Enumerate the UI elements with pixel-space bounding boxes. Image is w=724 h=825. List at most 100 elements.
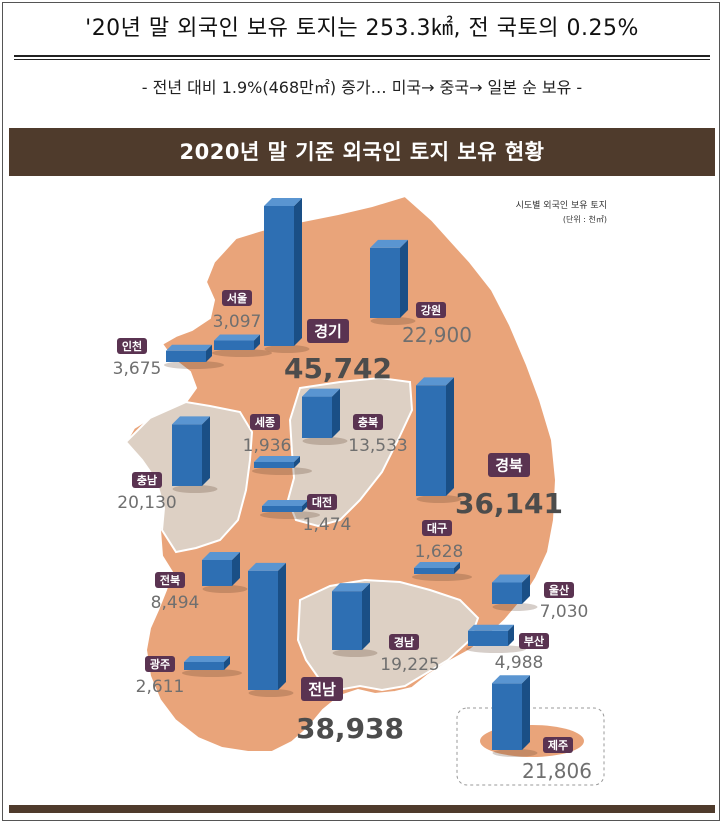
region-label-box <box>544 582 574 598</box>
region-name-강원: 강원 <box>421 303 441 317</box>
bar-shadow <box>302 437 348 445</box>
bar-top-제주 <box>492 675 530 684</box>
bar-front-세종 <box>254 462 294 468</box>
bar-side-전북 <box>232 552 240 586</box>
bar-경기 <box>264 198 310 353</box>
bar-shadow <box>370 317 416 325</box>
bar-side-충북 <box>332 388 340 438</box>
bar-top-광주 <box>184 656 230 663</box>
region-label-box <box>132 472 162 488</box>
bar-shadow <box>202 585 248 593</box>
region-label-box <box>422 520 452 536</box>
value-label-충남: 20,130 <box>117 493 176 513</box>
subheadline: - 전년 대비 1.9%(468만㎡) 증가… 미국→ 중국→ 일본 순 보유 … <box>141 78 583 97</box>
value-label-세종: 1,936 <box>243 436 292 456</box>
bar-front-전북 <box>202 560 232 586</box>
region-label-광주: 광주 <box>145 656 175 672</box>
region-label-충북: 충북 <box>353 414 383 430</box>
bar-side-광주 <box>224 656 230 670</box>
jeju-dashed-frame <box>456 707 605 786</box>
region-label-인천: 인천 <box>117 338 147 354</box>
region-name-충북: 충북 <box>358 415 378 429</box>
labels-layer: 서울 3,097 인천 3,675 경기 45,742 강원 22,900 세종 1,936 충북 1… <box>113 290 592 783</box>
chart-subtitle: 시도별 외국인 보유 토지 <box>516 199 607 211</box>
region-label-box <box>353 414 383 430</box>
region-name-서울: 서울 <box>227 291 247 305</box>
headline-rule-thin <box>14 59 710 60</box>
region-name-경북: 경북 <box>495 456 523 474</box>
bar-shadow <box>412 573 472 581</box>
value-label-전남: 38,938 <box>296 712 404 745</box>
bar-front-경남 <box>332 591 362 650</box>
region-label-세종: 세종 <box>250 414 280 430</box>
bar-front-인천 <box>166 350 206 362</box>
region-label-box <box>543 737 573 753</box>
bar-front-경북 <box>416 385 446 496</box>
bar-제주 <box>492 675 538 757</box>
region-label-box <box>155 572 185 588</box>
region-name-경남: 경남 <box>394 635 414 649</box>
bars-layer <box>164 198 538 757</box>
bar-top-경북 <box>416 377 454 386</box>
region-name-경기: 경기 <box>314 322 342 340</box>
bar-서울 <box>212 334 272 357</box>
bar-front-대구 <box>414 568 454 574</box>
bar-side-경기 <box>294 198 302 346</box>
bar-side-울산 <box>522 574 530 604</box>
bar-front-경기 <box>264 206 294 346</box>
region-label-box <box>389 634 419 650</box>
region-label-경기: 경기 <box>307 319 349 343</box>
bar-울산 <box>492 574 538 611</box>
region-label-부산: 부산 <box>519 633 549 649</box>
bar-top-강원 <box>370 239 408 248</box>
bar-side-경남 <box>362 583 370 650</box>
bar-강원 <box>370 239 416 325</box>
value-label-대전: 1,474 <box>303 515 352 535</box>
bar-front-서울 <box>214 340 254 350</box>
bar-front-대전 <box>262 506 302 512</box>
value-label-경남: 19,225 <box>380 655 439 675</box>
region-label-대전: 대전 <box>307 494 337 510</box>
value-label-인천: 3,675 <box>113 359 162 379</box>
bar-side-대구 <box>454 562 460 574</box>
region-label-경남: 경남 <box>389 634 419 650</box>
value-label-강원: 22,900 <box>402 323 472 347</box>
bar-shadow <box>492 603 538 611</box>
bar-대구 <box>412 562 472 581</box>
bar-shadow <box>260 511 320 519</box>
region-name-부산: 부산 <box>524 634 544 648</box>
region-label-대구: 대구 <box>422 520 452 536</box>
bar-shadow <box>332 649 378 657</box>
value-label-부산: 4,988 <box>495 653 544 673</box>
bar-side-충남 <box>202 416 210 486</box>
bar-front-충북 <box>302 396 332 438</box>
bar-충남 <box>172 416 218 493</box>
region-name-전북: 전북 <box>160 573 180 587</box>
region-name-세종: 세종 <box>255 415 275 429</box>
bar-side-부산 <box>508 624 514 646</box>
region-label-경북: 경북 <box>488 453 530 477</box>
region-name-광주: 광주 <box>150 658 170 671</box>
bar-top-경남 <box>332 583 370 592</box>
bar-side-제주 <box>522 675 530 750</box>
bar-전남 <box>248 562 294 697</box>
bar-shadow <box>248 689 294 697</box>
bar-shadow <box>466 645 526 653</box>
region-label-box <box>145 656 175 672</box>
bar-shadow <box>182 669 242 677</box>
region-label-box <box>488 453 530 477</box>
bar-front-충남 <box>172 424 202 486</box>
region-label-box <box>307 319 349 343</box>
bar-front-부산 <box>468 630 508 646</box>
bar-top-경기 <box>264 198 302 206</box>
bar-side-인천 <box>206 344 212 362</box>
bar-shadow <box>264 345 310 353</box>
bar-충북 <box>302 388 348 445</box>
footer-bar <box>9 805 715 813</box>
chart-unit-note: (단위 : 천㎡) <box>563 214 607 224</box>
bar-top-부산 <box>468 624 514 631</box>
region-label-box <box>519 633 549 649</box>
region-label-box <box>301 677 343 701</box>
region-label-box <box>307 494 337 510</box>
